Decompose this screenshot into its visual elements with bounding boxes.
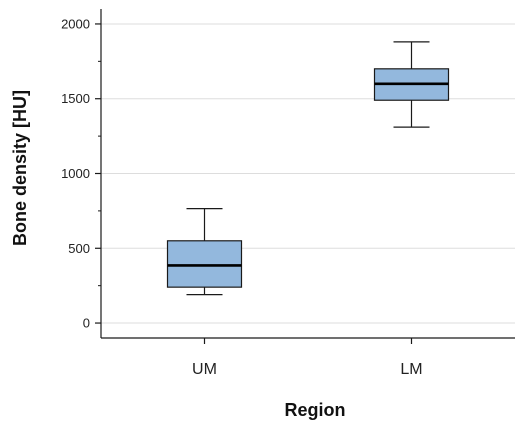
iqr-box [166,240,243,288]
box-um [166,208,243,296]
y-tick-label: 1500 [61,91,90,106]
y-tick-label: 500 [68,241,90,256]
y-tick-label: 0 [83,316,90,331]
axes: 0 500 1000 1500 2000 UM LM [61,9,515,378]
x-axis-title: Region [285,400,346,420]
box-plot-series [166,41,450,296]
y-tick-label: 1000 [61,166,90,181]
box-lm [373,41,450,128]
y-axis-title: Bone density [HU] [10,90,30,246]
grid-lines [101,23,515,324]
x-tick-label-um: UM [192,361,217,378]
x-tick-label-lm: LM [400,361,422,378]
y-tick-label: 2000 [61,16,90,31]
